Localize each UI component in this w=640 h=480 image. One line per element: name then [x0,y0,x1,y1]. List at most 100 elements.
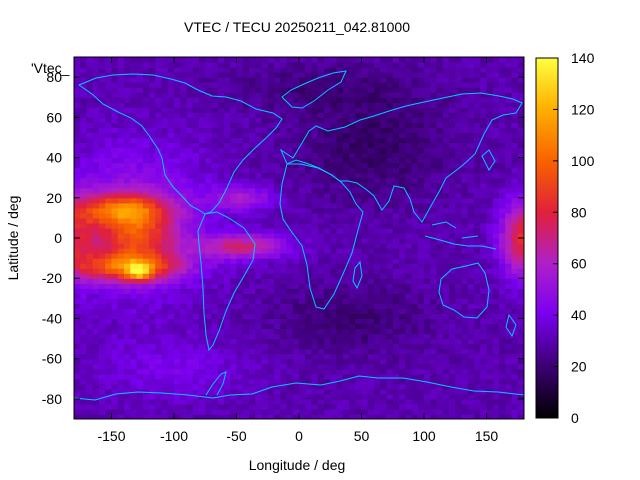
heatmap-cell [267,323,275,330]
heatmap-cell [386,283,394,289]
heatmap-cell [86,222,94,229]
heatmap-cell [474,238,481,244]
heatmap-cell [217,67,225,73]
heatmap-cell [299,207,306,214]
heatmap-cell [249,398,256,405]
heatmap-cell [130,308,138,315]
heatmap-cell [380,303,388,309]
heatmap-cell [267,298,275,304]
heatmap-cell [249,323,256,330]
heatmap-cell [192,157,200,164]
heatmap-cell [261,117,269,123]
heatmap-cell [474,97,481,103]
heatmap-cell [436,232,444,239]
heatmap-cell [186,162,194,169]
heatmap-cell [261,298,269,304]
heatmap-cell [255,227,263,234]
heatmap-cell [161,87,169,93]
heatmap-cell [180,222,188,229]
heatmap-cell [480,82,488,88]
heatmap-cell [111,117,119,123]
heatmap-cell [99,152,106,159]
heatmap-cell [117,343,125,350]
heatmap-cell [455,298,463,304]
heatmap-cell [330,328,338,335]
heatmap-cell [274,112,281,118]
heatmap-cell [349,408,356,415]
heatmap-cell [299,403,306,410]
heatmap-cell [342,212,350,219]
heatmap-cell [499,207,506,214]
heatmap-cell [467,293,475,299]
heatmap-cell [217,82,225,88]
heatmap-cell [80,192,88,199]
heatmap-cell [486,313,494,320]
heatmap-cell [474,413,481,419]
heatmap-cell [386,258,394,264]
heatmap-cell [392,117,400,123]
heatmap-cell [267,393,275,400]
heatmap-cell [199,398,206,405]
heatmap-cell [461,92,469,98]
heatmap-cell [349,162,356,169]
heatmap-cell [430,353,438,360]
heatmap-cell [274,378,281,385]
heatmap-cell [230,87,238,93]
heatmap-cell [236,142,244,149]
heatmap-cell [411,112,419,118]
heatmap-cell [255,122,263,128]
heatmap-cell [161,413,169,419]
heatmap-cell [386,363,394,370]
heatmap-cell [174,142,181,149]
heatmap-cell [292,268,300,274]
heatmap-cell [374,243,381,249]
heatmap-cell [392,82,400,88]
heatmap-cell [467,253,475,259]
heatmap-cell [142,187,150,194]
heatmap-cell [299,283,306,289]
heatmap-cell [449,147,456,154]
heatmap-cell [311,62,319,68]
heatmap-cell [336,303,344,309]
heatmap-cell [199,388,206,395]
heatmap-cell [330,217,338,224]
heatmap-cell [105,273,113,279]
heatmap-cell [442,408,450,415]
heatmap-cell [92,383,100,390]
heatmap-cell [361,117,369,123]
heatmap-cell [399,238,406,244]
heatmap-cell [180,97,188,103]
heatmap-cell [224,343,231,350]
heatmap-cell [274,398,281,405]
heatmap-cell [430,172,438,179]
heatmap-cell [455,182,463,189]
heatmap-cell [149,77,156,83]
heatmap-cell [405,273,413,279]
heatmap-cell [130,378,138,385]
heatmap-cell [280,67,288,73]
heatmap-cell [86,358,94,365]
heatmap-cell [105,107,113,113]
heatmap-cell [367,232,375,239]
heatmap-cell [149,298,156,304]
heatmap-cell [430,72,438,78]
heatmap-cell [267,333,275,340]
heatmap-cell [361,368,369,375]
heatmap-cell [230,243,238,249]
heatmap-cell [480,212,488,219]
heatmap-cell [80,333,88,340]
heatmap-cell [305,212,313,219]
heatmap-cell [255,333,263,340]
heatmap-cell [205,313,213,320]
heatmap-cell [342,383,350,390]
heatmap-cell [299,167,306,174]
heatmap-cell [399,253,406,259]
heatmap-cell [380,112,388,118]
heatmap-cell [311,408,319,415]
heatmap-cell [424,353,431,360]
heatmap-cell [367,162,375,169]
heatmap-cell [474,263,481,269]
heatmap-cell [399,62,406,68]
heatmap-cell [236,308,244,315]
heatmap-cell [374,157,381,164]
